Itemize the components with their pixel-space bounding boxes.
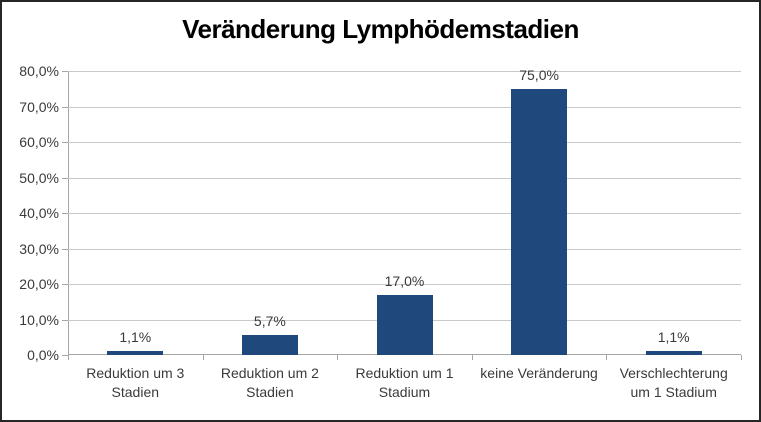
y-axis-tick-label: 10,0% bbox=[19, 311, 59, 328]
x-axis-tick-3 bbox=[471, 355, 473, 360]
x-axis-labels: Reduktion um 3 Stadien Reduktion um 2 Stadi… bbox=[68, 364, 741, 402]
y-axis-labels: 0,0% 10,0% 20,0% 30,0% 40,0% 50,0% 60,0% 70,0% 8… bbox=[2, 63, 59, 363]
y-axis-tick-20 bbox=[62, 284, 68, 285]
x-axis-tick-0 bbox=[68, 355, 69, 360]
x-axis-category-label-3: Reduktion um 1 Stadium bbox=[337, 364, 472, 402]
bar-2 bbox=[241, 334, 298, 355]
x-axis-category-label-4: keine Veränderung bbox=[472, 364, 607, 402]
bar-value-label-4: 75,0% bbox=[519, 66, 559, 83]
gridline-60 bbox=[68, 142, 741, 143]
y-axis-tick-label: 70,0% bbox=[19, 98, 59, 115]
x-axis-tick-5 bbox=[741, 355, 742, 360]
x-axis-tick-2 bbox=[337, 355, 339, 360]
x-axis-category-label-2: Reduktion um 2 Stadien bbox=[203, 364, 338, 402]
gridline-20 bbox=[68, 284, 741, 285]
y-axis-tick-60 bbox=[62, 142, 68, 143]
y-axis-tick-label: 30,0% bbox=[19, 240, 59, 257]
x-axis-category-label-5: Verschlechterung um 1 Stadium bbox=[606, 364, 741, 402]
gridline-50 bbox=[68, 177, 741, 179]
y-axis-tick-label: 20,0% bbox=[19, 276, 59, 292]
x-axis-category-label-line: Reduktion um 1 bbox=[355, 365, 454, 381]
y-axis-tick-label: 50,0% bbox=[19, 169, 59, 186]
y-axis-tick-label: 80,0% bbox=[19, 63, 59, 79]
y-axis-tick-label: 40,0% bbox=[19, 205, 59, 221]
y-axis-tick-label: 60,0% bbox=[19, 134, 59, 150]
bar-value-label-5: 1,1% bbox=[657, 329, 690, 346]
y-axis-tick-70 bbox=[62, 106, 68, 108]
x-axis-tick-4 bbox=[606, 355, 608, 360]
y-axis-tick-40 bbox=[62, 213, 68, 214]
bar-value-label-1: 1,1% bbox=[119, 329, 152, 346]
bar-5 bbox=[645, 351, 702, 355]
x-axis-category-label-line: Stadien bbox=[246, 384, 294, 400]
bar-4 bbox=[511, 88, 568, 355]
gridline-80 bbox=[68, 71, 741, 72]
plot-area: 1,1% 5,7% 17,0% 75,0% 1,1% bbox=[62, 67, 742, 360]
x-axis-category-label-line: Stadien bbox=[111, 384, 160, 400]
x-axis-category-label-line: Reduktion um 2 bbox=[220, 365, 319, 381]
x-axis-category-label-line: Verschlechterung bbox=[619, 365, 728, 381]
y-axis-tick-10 bbox=[62, 319, 68, 321]
gridline-70 bbox=[68, 106, 741, 108]
x-axis-category-label-line: um 1 Stadium bbox=[630, 384, 717, 400]
gridline-40 bbox=[68, 213, 741, 214]
bar-value-label-3: 17,0% bbox=[384, 272, 425, 289]
x-axis-category-label-1: Reduktion um 3 Stadien bbox=[68, 364, 203, 402]
y-axis-tick-50 bbox=[62, 177, 68, 179]
x-axis-category-label-line: keine Veränderung bbox=[480, 365, 598, 381]
x-axis-tick-1 bbox=[202, 355, 204, 360]
bar-1 bbox=[107, 351, 164, 355]
y-axis-tick-30 bbox=[62, 248, 68, 250]
bar-3 bbox=[376, 294, 433, 355]
chart-title: Veränderung Lymphödemstadien bbox=[182, 14, 579, 44]
y-axis-tick-0 bbox=[62, 355, 68, 356]
gridline-30 bbox=[68, 248, 741, 250]
y-axis-tick-label: 0,0% bbox=[27, 347, 59, 363]
x-axis-category-label-line: Stadium bbox=[378, 384, 431, 400]
x-axis-category-label-line: Reduktion um 3 bbox=[86, 365, 185, 381]
bar-value-label-2: 5,7% bbox=[253, 312, 286, 329]
y-axis-tick-80 bbox=[62, 71, 68, 72]
